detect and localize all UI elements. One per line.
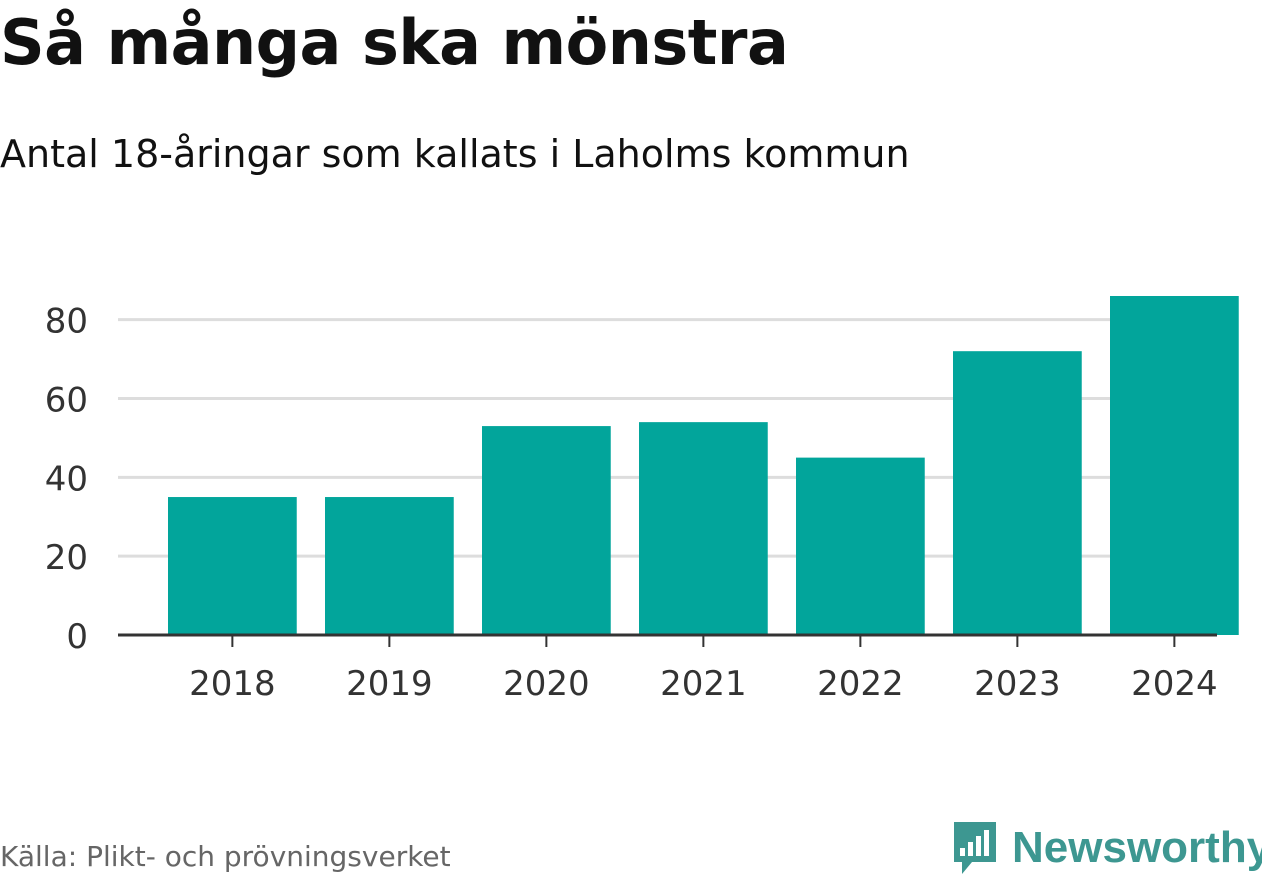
bar-2020 <box>482 426 611 635</box>
bar-2024 <box>1110 296 1239 635</box>
y-tick-label: 20 <box>45 538 88 578</box>
x-tick-label: 2024 <box>1131 664 1218 704</box>
bar-chart: 0 20 40 60 80 2018 2019 2020 2021 2022 2023 2024 <box>45 296 1239 704</box>
y-tick-label: 40 <box>45 459 88 499</box>
y-tick-label: 0 <box>66 617 88 657</box>
source-note: Källa: Plikt- och prövningsverket <box>0 840 451 873</box>
y-tick-label: 80 <box>45 302 88 342</box>
bar-2021 <box>639 422 768 635</box>
bar-2023 <box>953 351 1082 635</box>
x-tick-label: 2023 <box>974 664 1061 704</box>
x-tick-label: 2021 <box>660 664 747 704</box>
x-tick-label: 2019 <box>346 664 433 704</box>
newsworthy-logo: Newsworthy <box>950 818 1262 878</box>
chart-subtitle: Antal 18-åringar som kallats i Laholms k… <box>0 132 910 176</box>
bar-2019 <box>325 497 454 635</box>
x-tick-label: 2020 <box>503 664 590 704</box>
brand-name: Newsworthy <box>1012 823 1262 872</box>
y-tick-label: 60 <box>45 380 88 420</box>
newsworthy-logo-icon <box>954 822 996 874</box>
chart-title: Så många ska mönstra <box>0 6 789 79</box>
x-tick-label: 2018 <box>189 664 276 704</box>
bar-2022 <box>796 457 925 635</box>
x-tick-label: 2022 <box>817 664 904 704</box>
bar-2018 <box>168 497 297 635</box>
